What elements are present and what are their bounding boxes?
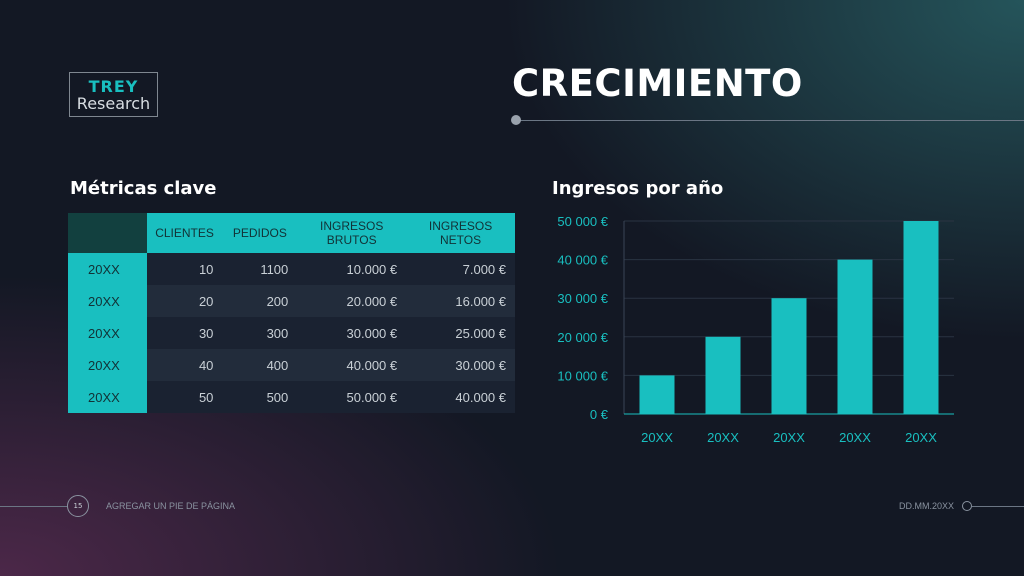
cell-clientes: 20: [146, 285, 223, 317]
column-header-clientes: CLIENTES: [146, 213, 223, 253]
y-tick-label: 50 000 €: [557, 214, 608, 229]
y-tick-label: 20 000 €: [557, 330, 608, 345]
cell-clientes: 10: [146, 253, 223, 285]
metrics-table: CLIENTES PEDIDOS INGRESOS BRUTOS INGRESO…: [68, 213, 515, 413]
x-tick-label: 20XX: [707, 430, 739, 445]
cell-ingresos-brutos: 50.000 €: [297, 381, 407, 413]
logo-top-text: TREY: [88, 77, 139, 96]
x-tick-label: 20XX: [773, 430, 805, 445]
row-label: 20XX: [68, 349, 147, 381]
cell-clientes: 40: [146, 349, 223, 381]
table-row: 20XX 30 300 30.000 € 25.000 €: [68, 317, 515, 349]
bar: [639, 375, 675, 414]
table-row: 20XX 10 1100 10.000 € 7.000 €: [68, 253, 515, 285]
cell-clientes: 30: [146, 317, 223, 349]
bar: [705, 336, 741, 414]
footer-divider-right: [972, 506, 1024, 507]
cell-pedidos: 1100: [222, 253, 298, 285]
footer-dot: [962, 501, 972, 511]
logo-bottom-text: Research: [76, 94, 151, 113]
bar: [837, 259, 873, 414]
table-corner-cell: [68, 213, 147, 253]
y-tick-label: 40 000 €: [557, 253, 608, 268]
cell-ingresos-netos: 40.000 €: [406, 381, 515, 413]
x-tick-label: 20XX: [641, 430, 673, 445]
cell-pedidos: 500: [222, 381, 298, 413]
chart-heading: Ingresos por año: [552, 178, 724, 199]
table-row: 20XX 20 200 20.000 € 16.000 €: [68, 285, 515, 317]
table-row: 20XX 40 400 40.000 € 30.000 €: [68, 349, 515, 381]
bar: [903, 221, 939, 414]
cell-ingresos-brutos: 40.000 €: [297, 349, 407, 381]
y-tick-label: 10 000 €: [557, 368, 608, 383]
revenue-bar-chart: 0 € 10 000 € 20 000 € 30 000 € 40 000 € 50 00…: [557, 214, 954, 445]
cell-ingresos-netos: 16.000 €: [406, 285, 515, 317]
cell-ingresos-brutos: 30.000 €: [297, 317, 407, 349]
column-header-ingresos-brutos: INGRESOS BRUTOS: [297, 213, 407, 253]
column-header-pedidos: PEDIDOS: [222, 213, 298, 253]
row-label: 20XX: [68, 253, 147, 285]
page-title: CRECIMIENTO: [512, 62, 803, 105]
footer-divider-left: [0, 506, 68, 507]
table-row: 20XX 50 500 50.000 € 40.000 €: [68, 381, 515, 413]
x-tick-label: 20XX: [839, 430, 871, 445]
cell-ingresos-brutos: 10.000 €: [297, 253, 407, 285]
column-header-ingresos-netos: INGRESOS NETOS: [406, 213, 515, 253]
row-label: 20XX: [68, 285, 147, 317]
footer-text: AGREGAR UN PIE DE PÁGINA: [106, 501, 236, 511]
cell-pedidos: 300: [222, 317, 298, 349]
row-label: 20XX: [68, 381, 147, 413]
x-tick-label: 20XX: [905, 430, 937, 445]
title-divider: [518, 120, 1024, 121]
cell-clientes: 50: [146, 381, 223, 413]
y-tick-label: 30 000 €: [557, 291, 608, 306]
logo: TREY Research: [69, 72, 158, 117]
cell-ingresos-netos: 25.000 €: [406, 317, 515, 349]
bar: [771, 298, 807, 414]
cell-pedidos: 400: [222, 349, 298, 381]
cell-ingresos-netos: 7.000 €: [406, 253, 515, 285]
cell-ingresos-netos: 30.000 €: [406, 349, 515, 381]
y-tick-label: 0 €: [590, 407, 609, 422]
page-number: 15: [67, 495, 89, 517]
table-header-row: CLIENTES PEDIDOS INGRESOS BRUTOS INGRESO…: [68, 213, 515, 253]
title-divider-dot: [511, 115, 521, 125]
cell-ingresos-brutos: 20.000 €: [297, 285, 407, 317]
cell-pedidos: 200: [222, 285, 298, 317]
metrics-heading: Métricas clave: [70, 178, 217, 199]
row-label: 20XX: [68, 317, 147, 349]
footer-date: DD.MM.20XX: [898, 501, 954, 511]
